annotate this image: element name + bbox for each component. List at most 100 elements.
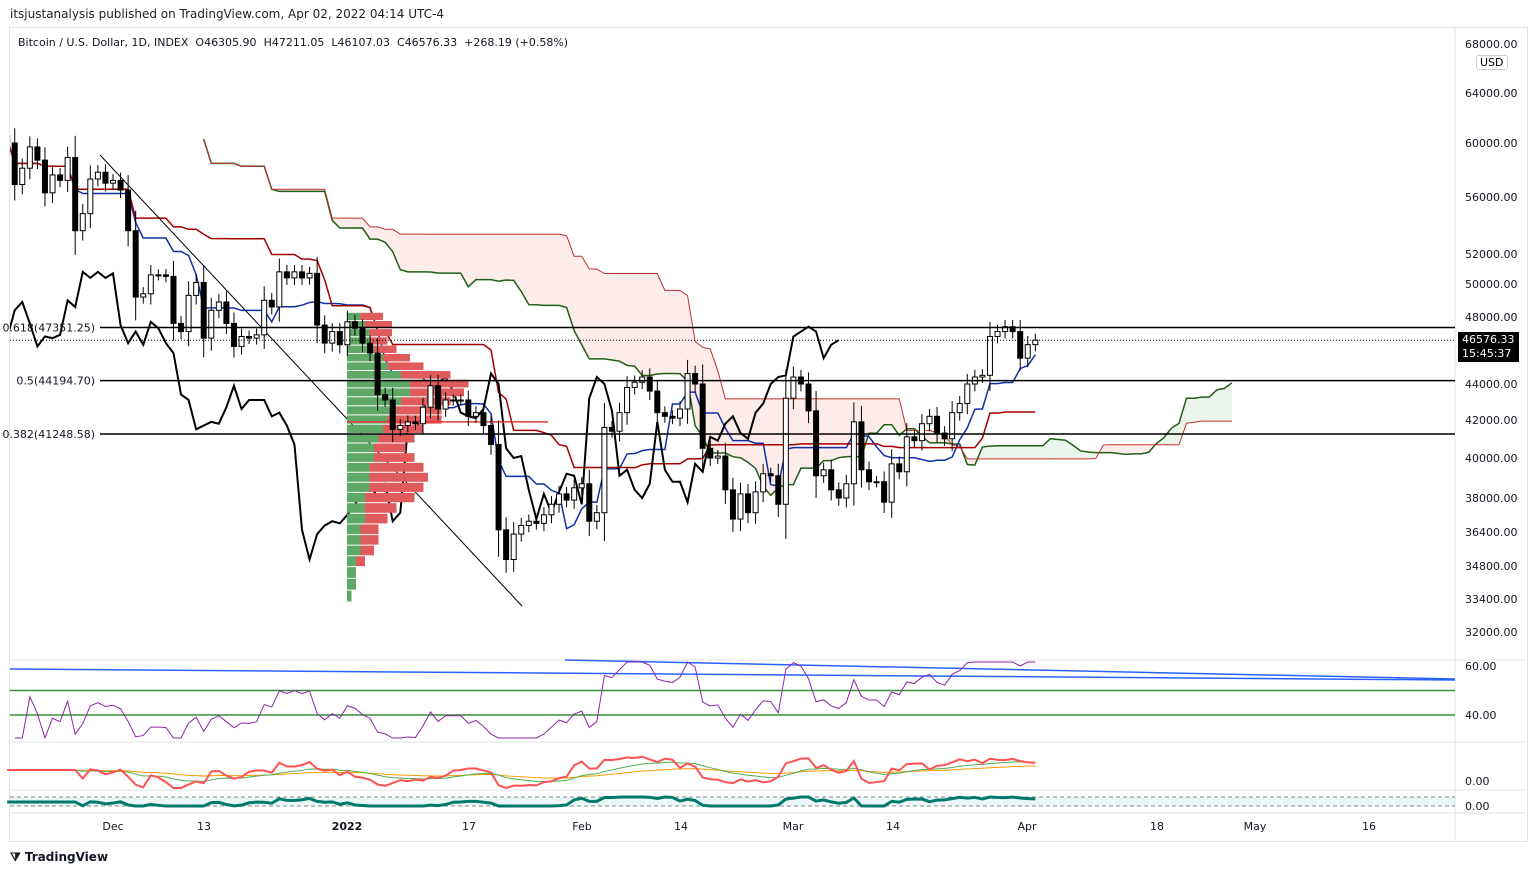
candle-body <box>276 271 283 308</box>
brand-name: TradingView <box>24 850 109 864</box>
volume-profile-down-bar <box>356 556 365 567</box>
y-tick-label: 56000.00 <box>1465 191 1518 204</box>
ichimoku-cloud <box>1058 439 1066 459</box>
ichimoku-cloud <box>1194 397 1202 423</box>
candle-body <box>450 399 457 402</box>
ohlc-close: C46576.33 <box>396 36 458 49</box>
volume-profile-up-bar <box>347 482 370 492</box>
candle-body <box>941 432 948 440</box>
volume-profile-down-bar <box>360 524 379 535</box>
ichimoku-cloud <box>1201 397 1210 422</box>
candle-body <box>737 493 744 520</box>
candle-body <box>805 383 812 412</box>
osc2-tick-label: 0.00 <box>1465 800 1490 813</box>
ichimoku-cloud <box>438 234 446 274</box>
rsi-trend-line <box>564 659 1456 680</box>
ichimoku-cloud <box>415 234 423 272</box>
candle-body <box>699 383 706 449</box>
volume-profile-down-bar <box>387 362 424 370</box>
candle-body <box>351 321 358 329</box>
candle-body <box>828 469 835 491</box>
volume-profile-down-bar <box>396 406 442 415</box>
candle-body <box>949 412 956 440</box>
ichimoku-cloud <box>710 348 718 454</box>
candle-body <box>117 179 124 191</box>
ichimoku-cloud <box>664 290 673 374</box>
chart-frame[interactable] <box>9 27 1528 842</box>
ichimoku-cloud <box>551 234 560 306</box>
candle-body <box>631 381 638 389</box>
ichimoku-cloud <box>1080 450 1089 459</box>
currency-button[interactable]: USD <box>1476 55 1508 70</box>
candle-body <box>94 171 101 180</box>
candle-body <box>896 463 903 473</box>
ichimoku-cloud <box>559 234 567 308</box>
candle-body <box>979 374 986 378</box>
candle-body <box>223 301 230 324</box>
candle-body <box>790 376 797 399</box>
x-tick-label: 14 <box>886 820 900 833</box>
ichimoku-cloud <box>793 398 801 485</box>
fib-level-label: 0.5(44194.70) <box>16 375 95 388</box>
ichimoku-cloud <box>611 273 620 362</box>
publish-info: itsjustanalysis published on TradingView… <box>10 7 444 21</box>
ichimoku-cloud <box>1103 444 1111 453</box>
ichimoku-cloud <box>740 398 749 463</box>
candle-body <box>1009 326 1016 333</box>
ichimoku-cloud <box>513 234 522 292</box>
ichimoku-cloud <box>1005 445 1013 459</box>
ichimoku-cloud <box>831 398 839 461</box>
bar-countdown: 15:45:37 <box>1462 347 1512 360</box>
candle-body <box>488 425 494 445</box>
ichimoku-cloud <box>627 273 635 367</box>
x-tick-label: Apr <box>1017 820 1037 833</box>
candle-body <box>835 489 842 499</box>
osc2-band <box>10 797 1455 806</box>
x-tick-label: Mar <box>783 820 804 833</box>
candle-body <box>1024 344 1031 359</box>
volume-profile-up-bar <box>347 492 365 503</box>
candle-body <box>79 213 86 232</box>
ichimoku-cloud <box>1088 452 1096 459</box>
volume-profile-up-bar <box>347 545 361 556</box>
tv-logo-icon: ⧩ <box>10 850 25 864</box>
y-tick-label: 52000.00 <box>1465 248 1518 261</box>
candle-body <box>495 443 502 531</box>
ichimoku-cloud <box>1035 445 1043 459</box>
candle-body <box>193 281 200 296</box>
volume-profile-down-bar <box>369 462 424 472</box>
volume-profile-up-bar <box>347 329 370 337</box>
y-tick-label: 34800.00 <box>1465 560 1518 573</box>
candle-body <box>480 412 487 427</box>
candle-body <box>306 272 313 279</box>
ichimoku-cloud <box>876 398 885 434</box>
ichimoku-cloud <box>445 234 454 274</box>
tradingview-logo[interactable]: ⧩ TradingView <box>10 850 108 865</box>
volume-profile-up-bar <box>347 462 370 472</box>
candle-body <box>291 271 298 279</box>
candle-body <box>911 436 918 442</box>
candle-body <box>873 481 880 484</box>
candle-body <box>782 397 789 505</box>
candle-body <box>261 299 268 336</box>
volume-profile-down-bar <box>369 337 388 345</box>
x-tick-label: 16 <box>1362 820 1376 833</box>
ichimoku-cloud <box>536 234 544 306</box>
candle-body <box>238 335 245 347</box>
ichimoku-cloud <box>1073 445 1081 459</box>
candle-body <box>586 483 593 522</box>
candle-body <box>533 520 540 524</box>
candle-body <box>185 294 192 333</box>
candle-body <box>760 473 767 493</box>
ichimoku-cloud <box>347 218 355 228</box>
candle-body <box>427 385 434 408</box>
symbol-legend: Bitcoin / U.S. Dollar, 1D, INDEX O46305.… <box>18 36 568 49</box>
candle-body <box>155 274 162 277</box>
candle-body <box>540 514 547 524</box>
volume-profile-up-bar <box>347 524 361 535</box>
candle-body <box>125 189 132 232</box>
candle-body <box>457 399 464 402</box>
rsi-trend-line <box>9 668 1456 681</box>
ichimoku-cloud <box>1133 444 1142 454</box>
